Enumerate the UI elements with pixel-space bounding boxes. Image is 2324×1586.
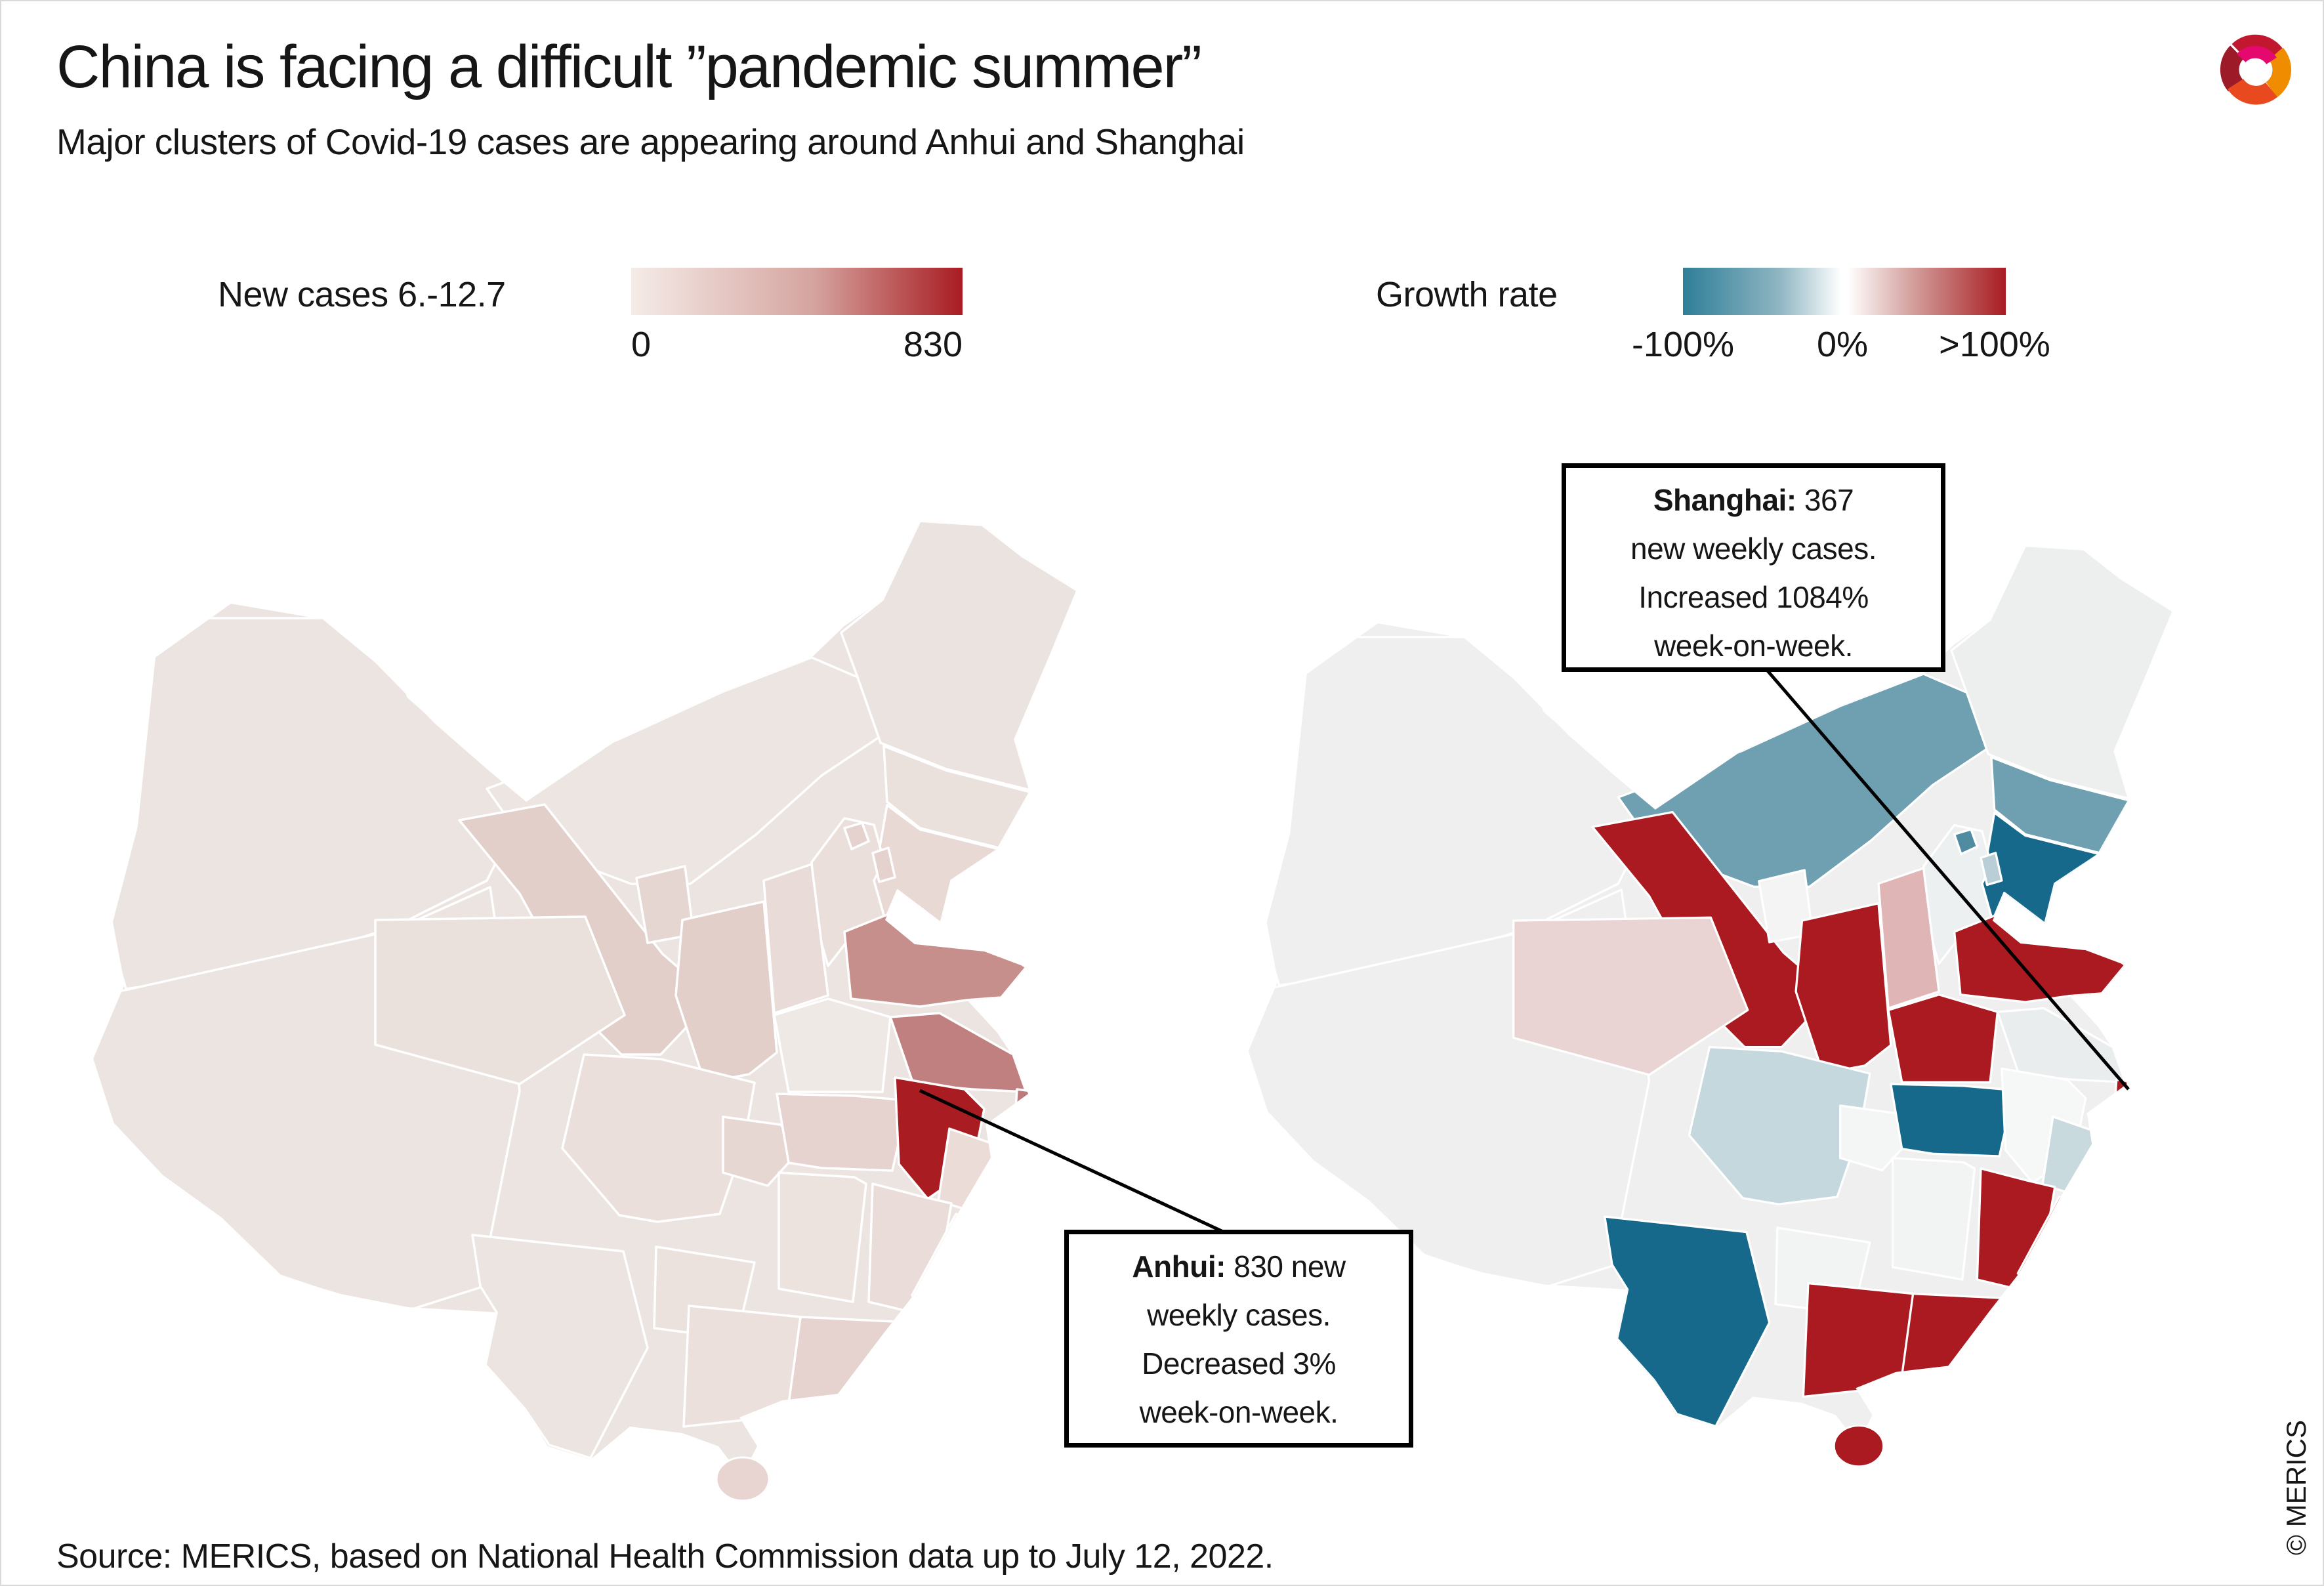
province-henan xyxy=(773,997,892,1093)
province-qinghai xyxy=(374,915,626,1085)
province-yunnan xyxy=(471,1234,649,1459)
page-title: China is facing a difficult ”pandemic su… xyxy=(56,33,1202,100)
province-guangxi xyxy=(682,1304,802,1428)
callout-line: Shanghai: 367 xyxy=(1653,483,1854,517)
source-note: Source: MERICS, based on National Health… xyxy=(56,1537,1274,1576)
logo-arc-top xyxy=(2231,34,2284,61)
legend-growth-gradient xyxy=(1683,268,2006,315)
province-henan xyxy=(1887,993,1999,1083)
legend-cases-label: New cases 6.-12.7 xyxy=(218,275,506,314)
legend-cases-min: 0 xyxy=(631,325,652,364)
province-sichuan xyxy=(561,1053,756,1223)
province-tianjin xyxy=(871,846,896,883)
logo-arc-left xyxy=(2220,45,2244,92)
copyright-note: © MERICS xyxy=(2281,1420,2312,1555)
callout-line: week-on-week. xyxy=(1654,629,1853,663)
province-qinghai xyxy=(1512,916,1749,1076)
province-chongqing xyxy=(722,1116,802,1187)
callout-line: Decreased 3% xyxy=(1142,1346,1336,1381)
page-subtitle: Major clusters of Covid-19 cases are app… xyxy=(56,121,1245,162)
province-hunan xyxy=(1891,1157,1976,1281)
legend-growth-label: Growth rate xyxy=(1376,275,1558,314)
logo-arc-right xyxy=(2266,47,2291,98)
province-hubei xyxy=(776,1093,909,1172)
merics-logo xyxy=(2220,34,2291,105)
province-guangxi xyxy=(1802,1282,1915,1398)
cases-map xyxy=(93,521,1077,1502)
shanghai-callout: Shanghai: 367 new weekly cases. Increase… xyxy=(1562,463,1945,672)
logo-arc-bottom xyxy=(2227,78,2277,105)
province-heilongjiang xyxy=(840,521,1077,791)
legend-cases-max: 830 xyxy=(903,325,963,364)
callout-line: Anhui: 830 new xyxy=(1132,1249,1346,1283)
province-jiangxi xyxy=(867,1182,953,1318)
legend-growth-mid: 0% xyxy=(1816,325,1869,364)
legend-cases-ticks: 0 830 xyxy=(631,324,963,365)
callout-province: Anhui: xyxy=(1132,1249,1226,1283)
callout-province: Shanghai: xyxy=(1653,483,1796,517)
legend-cases-gradient xyxy=(631,268,963,315)
province-shanghai xyxy=(1014,1088,1038,1115)
province-guangdong xyxy=(786,1316,936,1415)
province-hainan xyxy=(1833,1425,1884,1468)
legend-growth-max: >100% xyxy=(1939,325,2050,364)
callout-line: week-on-week. xyxy=(1139,1395,1338,1429)
province-shanxi xyxy=(762,863,829,1014)
province-shandong xyxy=(1953,913,2127,1003)
province-shanghai xyxy=(2114,1078,2136,1104)
legend-growth-min: -100% xyxy=(1631,325,1735,364)
province-hunan xyxy=(778,1171,867,1303)
logo-center xyxy=(2243,58,2266,82)
callout-line: new weekly cases. xyxy=(1630,532,1877,566)
province-yunnan xyxy=(1604,1215,1771,1428)
province-chongqing xyxy=(1839,1104,1915,1172)
province-jiangxi xyxy=(1976,1167,2056,1295)
province-guangdong xyxy=(1899,1292,2040,1386)
province-hubei xyxy=(1890,1083,2016,1158)
anhui-callout: Anhui: 830 new weekly cases. Decreased 3… xyxy=(1064,1230,1413,1448)
province-beijing xyxy=(843,822,870,850)
logo-arc-inner xyxy=(2237,46,2277,65)
callout-line: weekly cases. xyxy=(1147,1298,1331,1332)
callout-line: Increased 1084% xyxy=(1638,580,1869,614)
province-shandong xyxy=(843,912,1027,1008)
province-shaanxi xyxy=(674,900,778,1084)
province-hainan xyxy=(715,1456,770,1502)
province-jilin xyxy=(882,745,1031,849)
